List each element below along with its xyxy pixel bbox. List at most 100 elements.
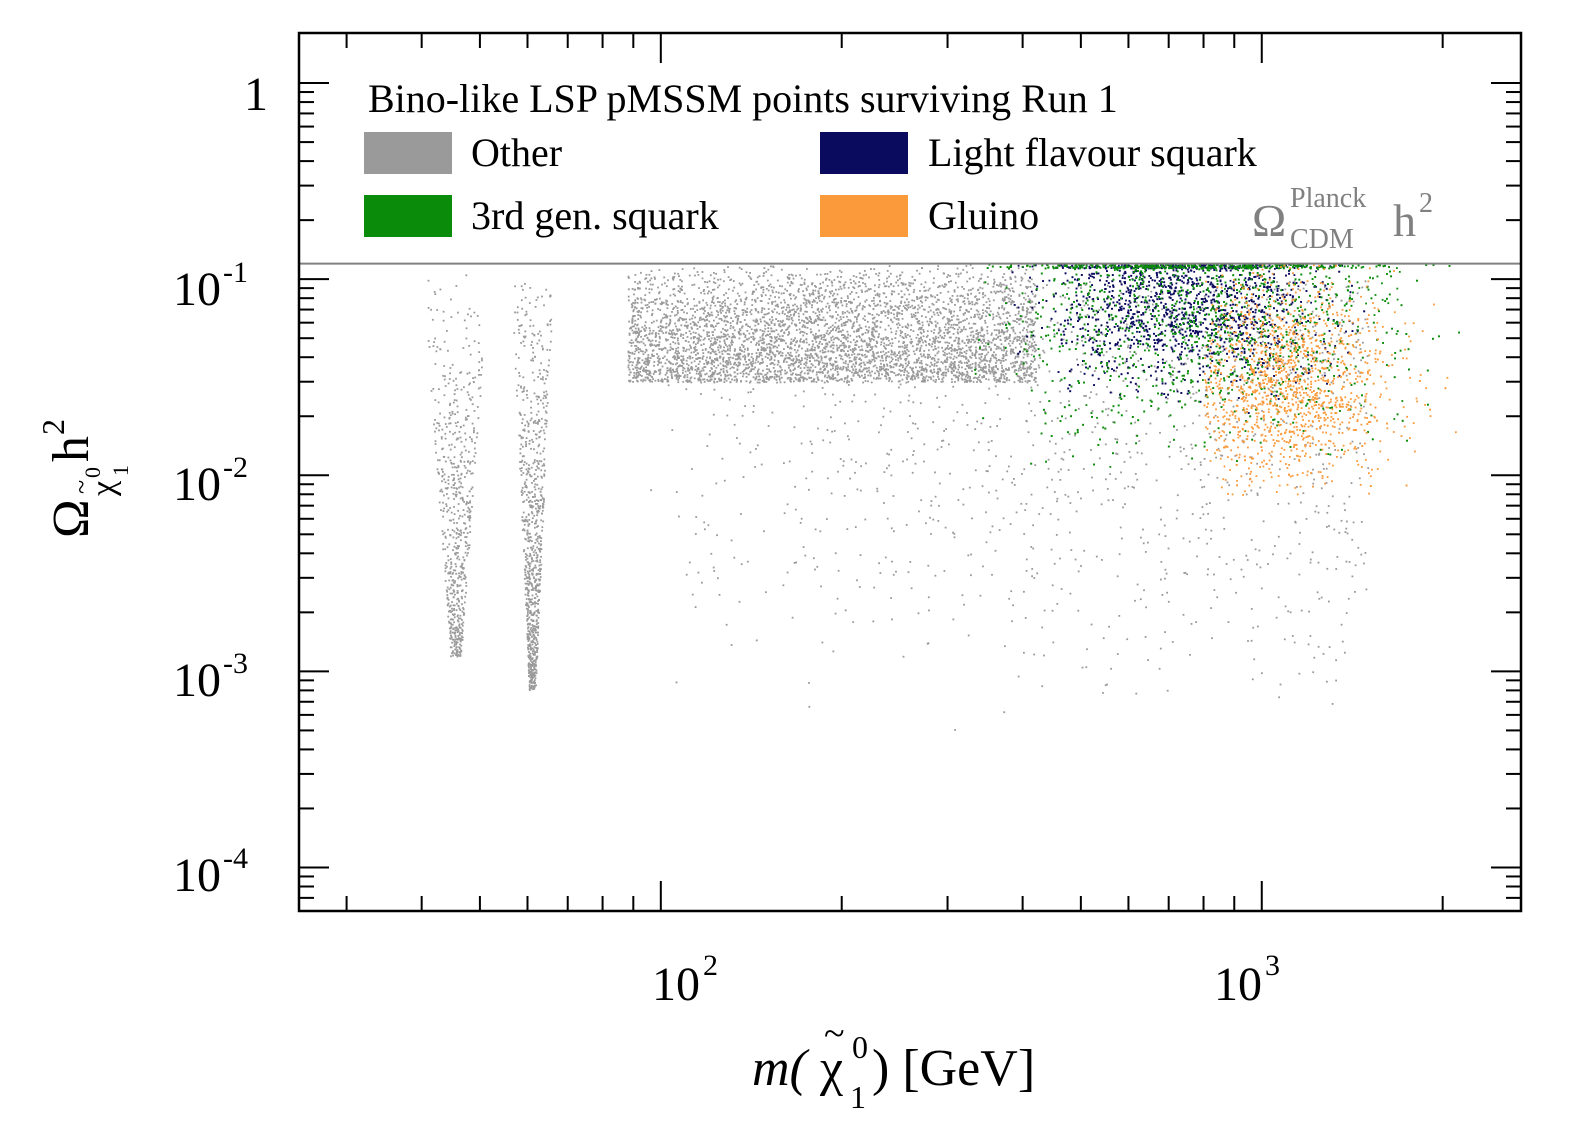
- data-point: [627, 295, 630, 298]
- data-point: [530, 359, 533, 362]
- data-point: [644, 344, 647, 347]
- data-point: [817, 335, 819, 337]
- data-point: [451, 610, 454, 612]
- data-point: [526, 611, 529, 614]
- data-point: [467, 552, 469, 554]
- data-point: [722, 280, 725, 283]
- data-point: [443, 416, 446, 419]
- data-point: [1023, 335, 1026, 338]
- data-point: [995, 353, 997, 356]
- data-point: [874, 372, 876, 375]
- data-point: [1028, 340, 1031, 343]
- data-point: [941, 317, 944, 320]
- data-point: [469, 531, 472, 533]
- data-point: [733, 363, 735, 366]
- data-point: [535, 433, 538, 436]
- data-point: [530, 618, 533, 621]
- data-point: [1008, 379, 1011, 382]
- data-point: [985, 342, 987, 344]
- data-point: [1022, 364, 1025, 366]
- data-point: [727, 377, 730, 380]
- data-point: [741, 370, 744, 373]
- data-point: [536, 626, 538, 629]
- data-point: [1026, 381, 1029, 384]
- data-point: [946, 317, 949, 320]
- data-point: [966, 338, 968, 341]
- data-point: [654, 333, 657, 336]
- data-point: [803, 278, 806, 281]
- data-point: [536, 540, 539, 543]
- data-point: [1032, 308, 1034, 311]
- data-point: [531, 624, 534, 626]
- data-point: [538, 419, 540, 421]
- data-point: [529, 652, 532, 655]
- data-point: [738, 266, 741, 269]
- data-point: [724, 344, 727, 346]
- data-point: [676, 307, 679, 309]
- data-point: [771, 301, 774, 303]
- data-point: [761, 330, 764, 332]
- data-point: [950, 350, 953, 352]
- data-point: [839, 344, 841, 347]
- data-point: [540, 469, 543, 472]
- data-point: [436, 422, 439, 424]
- data-point: [733, 286, 736, 289]
- data-point: [535, 413, 538, 416]
- data-point: [948, 347, 951, 350]
- data-point: [832, 365, 834, 367]
- data-point: [717, 349, 720, 351]
- data-point: [863, 364, 866, 366]
- data-point: [442, 515, 444, 518]
- data-point: [526, 397, 529, 399]
- data-point: [454, 636, 457, 639]
- data-point: [979, 345, 982, 348]
- data-point: [811, 322, 813, 324]
- data-point: [723, 271, 726, 273]
- data-point: [828, 290, 831, 293]
- data-point: [829, 345, 832, 348]
- data-point: [1018, 375, 1021, 378]
- data-point: [549, 294, 552, 297]
- data-point: [995, 348, 998, 350]
- data-point: [905, 287, 908, 290]
- data-point: [854, 347, 856, 350]
- data-point: [525, 478, 528, 481]
- data-point: [722, 356, 725, 359]
- data-point: [529, 671, 532, 674]
- data-point: [942, 380, 944, 383]
- data-point: [859, 326, 862, 329]
- data-point: [758, 353, 761, 356]
- data-point: [889, 300, 892, 302]
- data-point: [755, 352, 758, 354]
- data-point: [682, 380, 685, 383]
- data-point: [922, 353, 925, 356]
- data-point: [473, 381, 475, 384]
- data-point: [479, 395, 482, 397]
- data-point: [520, 386, 522, 389]
- data-point: [520, 461, 523, 463]
- data-point: [904, 333, 907, 335]
- data-point: [746, 349, 749, 351]
- data-point: [1021, 335, 1024, 338]
- data-point: [710, 324, 713, 327]
- data-point: [460, 572, 463, 575]
- data-point: [811, 304, 813, 306]
- data-point: [532, 668, 534, 671]
- data-point: [862, 340, 864, 343]
- data-point: [876, 320, 879, 322]
- data-point: [903, 368, 906, 371]
- data-point: [707, 360, 710, 363]
- data-point: [535, 586, 538, 588]
- data-point: [463, 531, 465, 534]
- data-point: [826, 330, 829, 332]
- data-point: [844, 336, 846, 339]
- data-point: [529, 553, 531, 555]
- data-point: [651, 376, 653, 378]
- data-point: [795, 351, 798, 354]
- data-point: [880, 341, 883, 343]
- data-point: [538, 542, 540, 545]
- data-point: [674, 352, 677, 354]
- data-point: [709, 304, 712, 307]
- data-point: [875, 340, 878, 343]
- data-point: [543, 473, 546, 476]
